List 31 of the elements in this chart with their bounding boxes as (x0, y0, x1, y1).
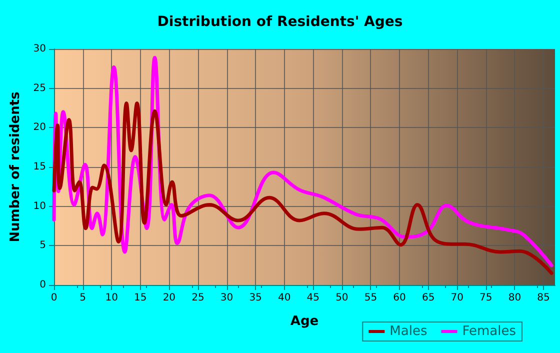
x-tick-label: 65 (422, 292, 435, 304)
x-tick-label: 55 (364, 292, 378, 304)
y-tick-label: 5 (40, 240, 46, 252)
x-tick-label: 50 (336, 292, 348, 304)
x-tick-label: 85 (537, 292, 550, 304)
y-tick-label: 0 (40, 280, 46, 290)
x-tick-label: 10 (105, 292, 118, 304)
x-tick-label: 5 (80, 292, 86, 304)
y-tick-label: 30 (33, 44, 46, 54)
x-tick-label: 60 (393, 292, 406, 304)
x-tick-label: 15 (134, 292, 147, 304)
x-tick-label: 30 (220, 292, 234, 304)
x-tick-label: 70 (450, 292, 464, 304)
x-tick-label: 25 (192, 292, 204, 304)
y-tick-label: 20 (33, 122, 46, 134)
legend-label: Females (462, 324, 516, 339)
line-series (52, 102, 554, 275)
y-tick-label: 25 (33, 82, 46, 94)
x-tick-label: 45 (306, 292, 320, 304)
y-axis-title: Number of residents (8, 91, 23, 242)
legend-label: Males (390, 324, 428, 339)
x-axis-title: Age (290, 314, 319, 329)
y-tick-label: 10 (33, 200, 46, 212)
chart-title: Distribution of Residents' Ages (157, 14, 403, 30)
x-tick-label: 40 (278, 292, 291, 304)
x-tick-label: 20 (162, 292, 176, 304)
x-tick-label: 35 (249, 292, 262, 304)
y-tick-label: 15 (33, 162, 46, 172)
x-tick-label: 0 (50, 292, 58, 304)
x-tick-label: 75 (480, 292, 492, 304)
x-tick-label: 80 (508, 292, 522, 304)
